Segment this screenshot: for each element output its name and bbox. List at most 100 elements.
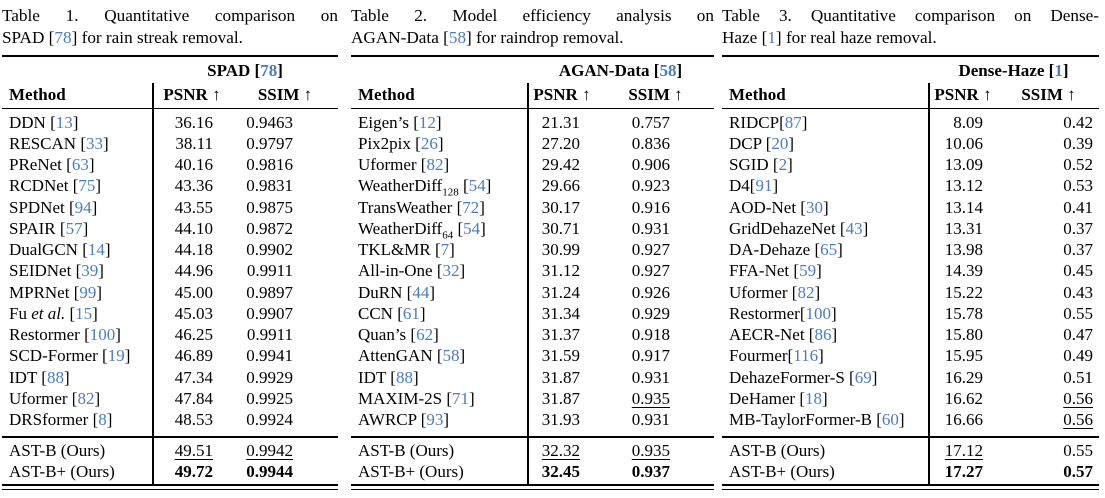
ssim-cell: 0.923: [597, 175, 714, 196]
table-row: AST-B (Ours) 32.32 0.935: [351, 440, 714, 461]
table-caption: Table 3. Quantitative comparison on Dens…: [722, 5, 1099, 49]
column-header-ssim: SSIM ↑: [628, 85, 683, 104]
bottom-rule-2: [722, 489, 1099, 490]
bottom-rule: [2, 484, 338, 487]
ssim-cell: 0.836: [597, 133, 714, 154]
psnr-cell: 16.29: [928, 367, 998, 388]
ssim-cell: 0.9929: [232, 367, 338, 388]
metric-value: 0.9924: [246, 410, 293, 430]
citation: 1: [1054, 61, 1063, 80]
citation: 57: [65, 218, 83, 238]
citation: 12: [418, 112, 436, 132]
metric-value: 0.927: [631, 261, 670, 281]
table-row: DeHamer [18] 16.62 0.56: [722, 388, 1099, 409]
metric-value: 13.98: [944, 240, 983, 260]
psnr-cell: 46.25: [152, 324, 232, 345]
psnr-cell: 29.66: [527, 175, 597, 196]
column-header-row: Method PSNR ↑ SSIM ↑: [2, 84, 338, 105]
metric-value: 36.16: [174, 112, 213, 132]
psnr-cell: 31.59: [527, 345, 597, 366]
ssim-cell: 0.51: [998, 367, 1099, 388]
metric-value: 8.09: [953, 112, 983, 132]
table-row: MB-TaylorFormer-B [60] 16.66 0.56: [722, 409, 1099, 430]
table-body: DDN [13] 36.16 0.9463 RESCAN [33] 38.11 0.979…: [2, 112, 338, 431]
citation: 8: [98, 410, 107, 430]
psnr-cell: 31.12: [527, 260, 597, 281]
metric-value: 0.926: [631, 282, 670, 302]
table-row: AST-B+ (Ours) 32.45 0.937: [351, 461, 714, 482]
citation: 54: [463, 218, 481, 238]
citation: 15: [75, 303, 93, 323]
ssim-cell: 0.918: [597, 324, 714, 345]
table-row: AST-B+ (Ours) 17.27 0.57: [722, 461, 1099, 482]
table-row: FFA-Net [59] 14.39 0.45: [722, 260, 1099, 281]
metric-value: 0.9942: [246, 440, 293, 460]
psnr-cell: 30.99: [527, 239, 597, 260]
metric-value: 0.757: [631, 112, 670, 132]
psnr-cell: 15.78: [928, 303, 998, 324]
citation: 30: [805, 197, 823, 217]
citation: 39: [81, 261, 99, 281]
metric-value: 31.24: [541, 282, 580, 302]
method-cell: TKL&MR [7]: [358, 240, 455, 260]
ssim-cell: 0.55: [998, 440, 1099, 461]
column-header-method: Method: [358, 85, 415, 104]
psnr-cell: 47.34: [152, 367, 232, 388]
table-row: CCN [61] 31.34 0.929: [351, 303, 714, 324]
table-body: Eigen’s [12] 21.31 0.757 Pix2pix [26] 27.20 0…: [351, 112, 714, 431]
ssim-cell: 0.927: [597, 239, 714, 260]
psnr-cell: 45.00: [152, 282, 232, 303]
citation: 86: [814, 325, 832, 345]
psnr-cell: 13.12: [928, 175, 998, 196]
method-cell: AOD-Net [30]: [729, 197, 829, 217]
metric-value: 47.84: [174, 388, 213, 408]
table-row: GridDehazeNet [43] 13.31 0.37: [722, 218, 1099, 239]
method-cell: DehazeFormer-S [69]: [729, 367, 878, 387]
metric-value: 32.32: [541, 440, 580, 460]
ssim-cell: 0.9897: [232, 282, 338, 303]
table-row: DualGCN [14] 44.18 0.9902: [2, 239, 338, 260]
table-row: Quan’s [62] 31.37 0.918: [351, 324, 714, 345]
ssim-cell: 0.9925: [232, 388, 338, 409]
ssim-cell: 0.37: [998, 239, 1099, 260]
top-rule: [2, 55, 338, 58]
metric-value: 16.62: [944, 388, 983, 408]
table-row: Uformer [82] 47.84 0.9925: [2, 388, 338, 409]
method-cell: MPRNet [99]: [9, 282, 103, 302]
ssim-cell: 0.9797: [232, 133, 338, 154]
metric-value: 32.45: [541, 462, 580, 482]
metric-value: 45.00: [174, 282, 213, 302]
citation: 33: [86, 133, 103, 153]
bottom-rule: [722, 484, 1099, 487]
table-row: Pix2pix [26] 27.20 0.836: [351, 133, 714, 154]
psnr-cell: 32.32: [527, 440, 597, 461]
table-row: SPDNet [94] 43.55 0.9875: [2, 197, 338, 218]
method-cell: FFA-Net [59]: [729, 261, 822, 281]
metric-value: 31.93: [541, 410, 580, 430]
metric-value: 17.27: [944, 462, 983, 482]
table-row: IDT [88] 31.87 0.931: [351, 367, 714, 388]
bottom-rule: [351, 484, 714, 487]
ssim-cell: 0.757: [597, 112, 714, 133]
metric-value: 38.11: [175, 133, 213, 153]
mid-rule: [2, 436, 338, 438]
table-2: Table 2. Model efficiency analysis on AGA…: [351, 0, 714, 498]
citation: 69: [854, 367, 872, 387]
ssim-cell: 0.42: [998, 112, 1099, 133]
table-row: MAXIM-2S [71] 31.87 0.935: [351, 388, 714, 409]
column-separator: [527, 83, 529, 484]
table-row: AST-B+ (Ours) 49.72 0.9944: [2, 461, 338, 482]
table-row: AST-B (Ours) 49.51 0.9942: [2, 440, 338, 461]
table-row: DRSformer [8] 48.53 0.9924: [2, 409, 338, 430]
ssim-cell: 0.39: [998, 133, 1099, 154]
ssim-cell: 0.49: [998, 345, 1099, 366]
metric-value: 0.37: [1063, 240, 1093, 260]
ssim-cell: 0.9831: [232, 175, 338, 196]
citation: 99: [79, 282, 97, 302]
metric-value: 0.836: [631, 133, 670, 153]
bottom-rule-2: [351, 489, 714, 490]
column-header-psnr: PSNR ↑: [934, 85, 992, 104]
metric-value: 13.12: [944, 176, 983, 196]
metric-value: 0.9875: [246, 197, 293, 217]
